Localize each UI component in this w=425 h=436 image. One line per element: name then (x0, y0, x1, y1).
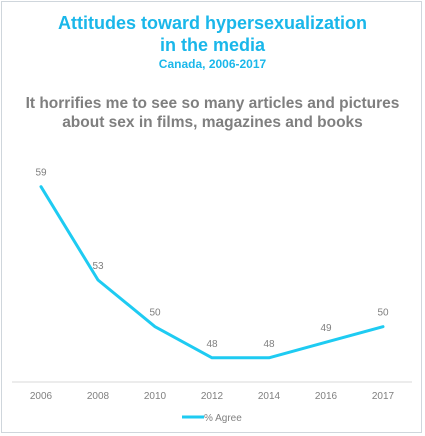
x-tick-label: 2014 (258, 391, 281, 402)
data-label: 49 (320, 323, 332, 334)
question-text-line-1: It horrifies me to see so many articles … (25, 95, 400, 112)
series-line-agree (39, 185, 385, 360)
chart-subtitle: Canada, 2006-2017 (158, 57, 267, 71)
x-tick-label: 2006 (30, 391, 53, 402)
data-label: 50 (149, 308, 161, 319)
data-label: 53 (92, 261, 104, 272)
x-tick-label: 2010 (144, 391, 167, 402)
data-label: 59 (35, 168, 47, 179)
x-tick-label: 2012 (201, 391, 224, 402)
data-label: 48 (263, 339, 275, 350)
data-label: 48 (206, 339, 218, 350)
chart-title-line-2: in the media (159, 35, 266, 55)
chart-title-line-1: Attitudes toward hypersexualization (57, 13, 368, 33)
question-text-line-2: about sex in films, magazines and books (62, 114, 363, 131)
data-label: 50 (377, 308, 389, 319)
x-tick-label: 2017 (372, 391, 395, 402)
x-tick-label: 2016 (315, 391, 338, 402)
legend-label: % Agree (204, 413, 242, 424)
x-tick-label: 2008 (87, 391, 110, 402)
